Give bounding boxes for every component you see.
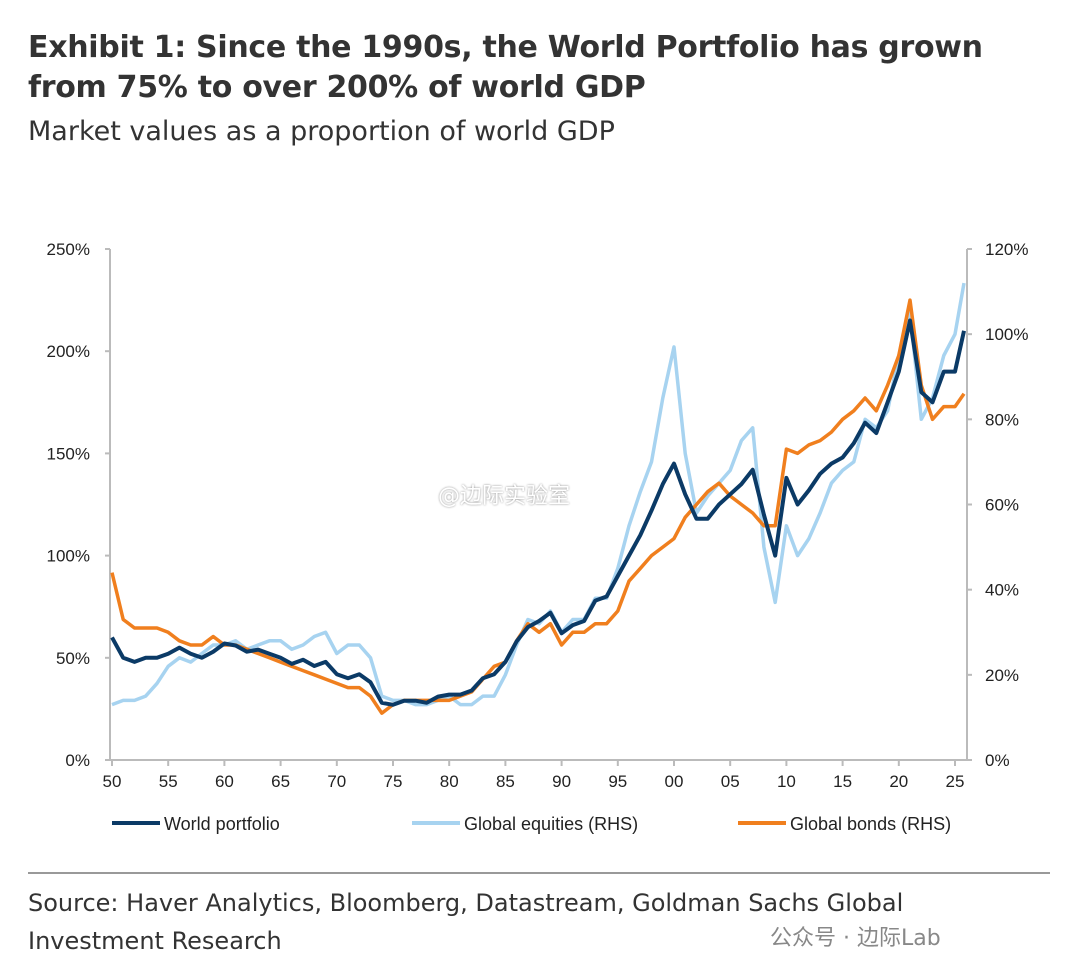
legend-label: Global equities (RHS)	[464, 814, 638, 834]
y-right-tick-label: 80%	[985, 410, 1019, 429]
y-left-tick-label: 200%	[47, 342, 90, 361]
x-tick-label: 90	[552, 772, 571, 791]
x-tick-label: 55	[159, 772, 178, 791]
chart-title: Exhibit 1: Since the 1990s, the World Po…	[28, 30, 983, 105]
y-right-tick-label: 20%	[985, 666, 1019, 685]
x-tick-label: 05	[721, 772, 740, 791]
x-tick-label: 50	[103, 772, 122, 791]
y-right-tick-label: 120%	[985, 240, 1028, 259]
source-note: Source: Haver Analytics, Bloomberg, Data…	[28, 889, 904, 955]
series-line-world-portfolio	[110, 318, 966, 707]
legend-label: Global bonds (RHS)	[790, 814, 951, 834]
watermark-footer: 公众号 · 边际Lab	[770, 926, 941, 951]
watermark: @边际实验室	[438, 484, 571, 509]
divider	[28, 872, 1050, 874]
legend-label: World portfolio	[164, 814, 280, 834]
x-tick-label: 85	[496, 772, 515, 791]
y-right-tick-label: 60%	[985, 496, 1019, 515]
y-right-tick-label: 0%	[985, 751, 1010, 770]
x-tick-label: 60	[215, 772, 234, 791]
x-tick-label: 20	[889, 772, 908, 791]
chart: 0% 50% 100% 150% 200% 250% 0% 20% 40% 60% 80% 100% 1…	[47, 240, 1029, 834]
y-right-tick-label: 100%	[985, 325, 1028, 344]
y-right-tick-label: 40%	[985, 581, 1019, 600]
x-tick-label: 80	[440, 772, 459, 791]
x-tick-label: 25	[946, 772, 965, 791]
y-left-tick-label: 150%	[47, 444, 90, 463]
x-tick-label: 00	[665, 772, 684, 791]
x-tick-label: 10	[777, 772, 796, 791]
y-left-tick-label: 100%	[47, 547, 90, 566]
x-tick-label: 75	[384, 772, 403, 791]
x-tick-label: 65	[271, 772, 290, 791]
y-left-tick-label: 0%	[65, 751, 90, 770]
y-left-tick-label: 50%	[56, 649, 90, 668]
x-tick-label: 95	[608, 772, 627, 791]
chart-subtitle: Market values as a proportion of world G…	[28, 116, 615, 147]
x-tick-label: 15	[833, 772, 852, 791]
y-left-tick-label: 250%	[47, 240, 90, 259]
x-tick-label: 70	[327, 772, 346, 791]
